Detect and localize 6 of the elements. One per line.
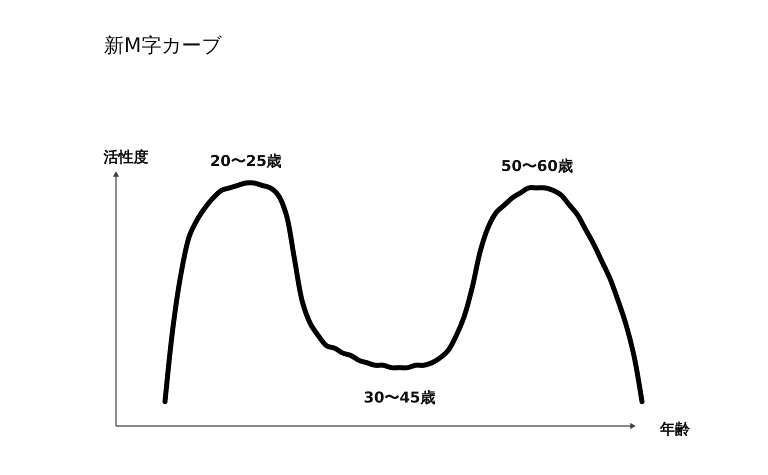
chart-title: 新M字カーブ <box>104 33 222 57</box>
text: 50〜60歳 <box>501 156 573 175</box>
x-axis-title: 年齢 <box>659 420 691 438</box>
annotation: 30〜45歳 <box>364 388 436 407</box>
text: 20〜25歳 <box>210 152 282 170</box>
y-axis-title: 活性度 <box>102 148 148 166</box>
